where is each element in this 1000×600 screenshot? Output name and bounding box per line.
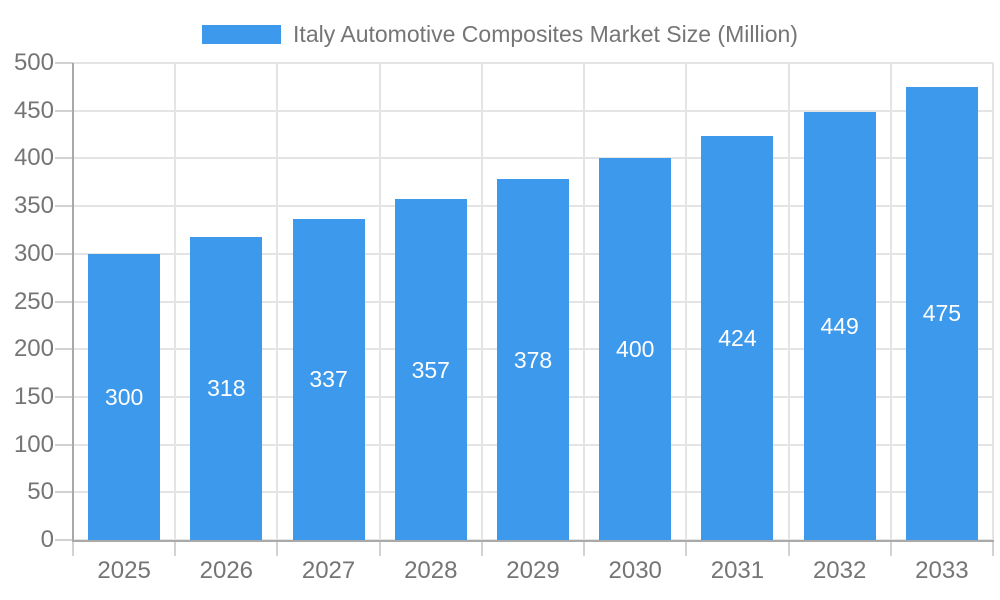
legend[interactable]: Italy Automotive Composites Market Size …	[0, 20, 1000, 48]
bar-value-label: 357	[411, 356, 450, 383]
bar-2029[interactable]	[497, 179, 569, 540]
y-axis-tick	[55, 300, 73, 303]
x-axis-tick	[72, 542, 74, 556]
x-axis-tick	[992, 542, 994, 556]
bar-2026[interactable]	[190, 236, 263, 540]
bar-value-label: 337	[309, 366, 348, 393]
y-axis-tick	[55, 109, 73, 112]
x-axis-line	[72, 540, 994, 542]
x-axis-tick	[276, 542, 279, 556]
bar-value-label: 378	[513, 346, 553, 373]
y-axis-tick	[55, 205, 73, 208]
bar-value-label: 318	[207, 375, 246, 402]
bar-value-label: 475	[922, 300, 962, 327]
bar-2033[interactable]	[905, 86, 978, 540]
y-axis-tick	[55, 62, 73, 64]
x-axis-tick	[378, 542, 381, 556]
v-gridline	[685, 63, 688, 540]
y-axis-tick	[55, 348, 73, 351]
x-axis-tick	[685, 542, 688, 556]
bar-value-label: 449	[820, 312, 859, 339]
bar-2027[interactable]	[292, 218, 365, 540]
v-gridline	[787, 63, 790, 540]
v-gridline	[378, 63, 381, 540]
x-axis-tick	[583, 542, 586, 556]
x-axis-tick	[174, 542, 177, 556]
bar-2025[interactable]	[88, 253, 161, 540]
x-tick-label: 2032	[812, 557, 867, 584]
v-gridline	[992, 63, 994, 540]
h-gridline	[73, 109, 993, 112]
bar-value-label: 400	[616, 336, 655, 363]
y-tick-label: 250	[13, 287, 54, 315]
v-gridline	[889, 63, 892, 540]
x-tick-label: 2030	[608, 557, 662, 584]
y-tick-label: 50	[27, 478, 54, 506]
y-tick-label: 500	[13, 49, 54, 76]
y-axis-line	[72, 63, 74, 542]
x-tick-label: 2026	[199, 557, 254, 584]
v-gridline	[276, 63, 279, 540]
x-tick-label: 2033	[915, 557, 969, 584]
y-axis-tick	[55, 395, 73, 398]
y-axis-tick	[55, 252, 73, 255]
y-axis-tick	[55, 157, 73, 160]
x-tick-label: 2031	[710, 557, 765, 584]
y-tick-label: 400	[13, 144, 54, 172]
x-tick-label: 2027	[301, 557, 356, 584]
y-tick-label: 200	[13, 335, 54, 363]
x-axis-tick	[480, 542, 483, 556]
y-tick-label: 350	[13, 192, 54, 220]
legend-label: Italy Automotive Composites Market Size …	[293, 21, 798, 47]
y-axis-tick	[55, 443, 73, 446]
legend-swatch-icon	[202, 24, 282, 44]
bar-2031[interactable]	[701, 135, 774, 540]
x-axis-tick	[787, 542, 790, 556]
v-gridline	[583, 63, 586, 540]
x-tick-label: 2025	[97, 557, 151, 584]
h-gridline	[73, 157, 993, 160]
y-tick-label: 100	[13, 430, 54, 458]
x-tick-label: 2028	[404, 557, 458, 584]
v-gridline	[480, 63, 483, 540]
bar-2028[interactable]	[394, 199, 467, 540]
h-gridline	[73, 62, 993, 64]
y-tick-label: 450	[13, 96, 54, 124]
x-axis-tick	[889, 542, 892, 556]
bar-2032[interactable]	[803, 111, 876, 540]
y-tick-label: 300	[13, 239, 54, 267]
y-axis-tick	[55, 491, 73, 494]
bar-2030[interactable]	[599, 158, 672, 540]
v-gridline	[174, 63, 177, 540]
y-tick-label: 150	[13, 382, 54, 410]
x-tick-label: 2029	[506, 557, 560, 584]
y-tick-label: 0	[40, 526, 54, 553]
bar-value-label: 424	[718, 324, 757, 351]
y-axis-tick	[55, 539, 73, 541]
bar-value-label: 300	[104, 383, 144, 410]
